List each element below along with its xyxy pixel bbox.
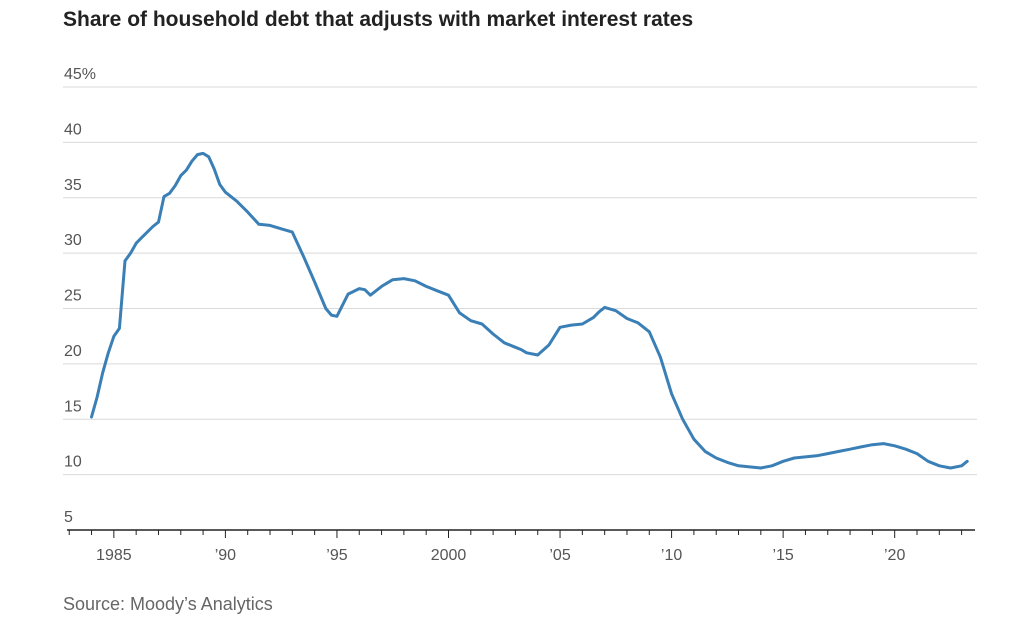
x-axis: 1985 ’90 ’95 2000 ’05 ’10 ’15 ’20 (67, 529, 975, 564)
x-tick-label: ’10 (661, 547, 682, 564)
x-tick-label: ’90 (215, 547, 236, 564)
y-tick-label: 40 (64, 121, 82, 138)
y-tick-label: 25 (64, 288, 82, 305)
y-axis-ticks: 45% 40 35 30 25 20 15 10 5 (64, 66, 96, 526)
chart-title: Share of household debt that adjusts wit… (63, 8, 694, 31)
x-tick-label: 1985 (96, 547, 132, 564)
y-tick-label: 15 (64, 398, 82, 415)
y-tick-label: 20 (64, 343, 82, 360)
x-tick-label: ’20 (884, 547, 905, 564)
x-tick-label: ’95 (326, 547, 347, 564)
x-tick-label: ’05 (549, 547, 570, 564)
x-tick-label: 2000 (431, 547, 467, 564)
series-line-0 (90, 151, 969, 470)
y-tick-label: 10 (64, 454, 82, 471)
x-tick-label: ’15 (772, 547, 793, 564)
y-tick-label: 30 (64, 232, 82, 249)
series-group (90, 151, 969, 470)
y-tick-label: 35 (64, 177, 82, 194)
y-tick-label: 45% (64, 66, 96, 83)
gridlines (63, 86, 977, 476)
y-tick-label: 5 (64, 509, 73, 526)
source-note: Source: Moody’s Analytics (63, 594, 273, 614)
